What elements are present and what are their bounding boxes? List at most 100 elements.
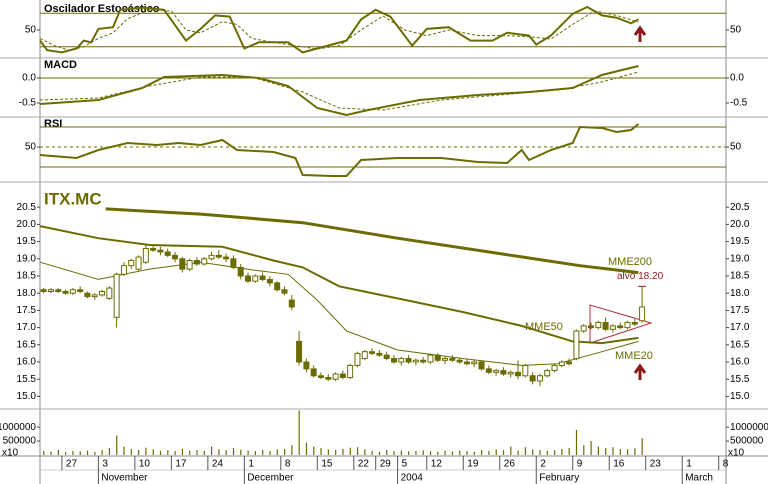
volume-bar — [437, 451, 439, 455]
volume-bar — [524, 447, 527, 455]
volume-bar — [378, 451, 381, 455]
volume-bar — [466, 451, 468, 455]
volume-bar — [101, 450, 103, 455]
candle-body — [485, 368, 492, 373]
volume-bar — [583, 445, 585, 455]
candle-body — [442, 358, 449, 361]
y-tick-label: 18.0 — [730, 288, 750, 299]
candle-body — [99, 290, 106, 296]
candle-body — [310, 368, 317, 377]
candle-body — [369, 351, 376, 354]
arrow-up — [633, 25, 647, 42]
volume-bar — [43, 450, 45, 455]
y-tick-label: 17.0 — [17, 322, 37, 333]
y-tick-label: 15.0 — [17, 391, 37, 402]
candle-body — [617, 325, 624, 329]
candle-body — [544, 370, 551, 377]
volume-bar — [451, 451, 454, 455]
volume-bar — [641, 438, 643, 455]
candle-body — [179, 258, 186, 270]
y-tick-label: 18.5 — [730, 271, 750, 282]
y-tick-label: 50 — [25, 25, 37, 36]
volume-bar — [546, 450, 548, 455]
month-label: December — [247, 473, 294, 484]
candle-body — [595, 321, 602, 329]
x-tick-label: 22 — [358, 459, 370, 470]
y-tick-label: 20.0 — [730, 219, 750, 230]
y-tick-label: 50 — [730, 142, 742, 153]
volume-bar — [167, 450, 169, 455]
series-label: MME50 — [525, 321, 563, 333]
month-label: 2004 — [401, 473, 424, 484]
volume-bar — [393, 451, 395, 455]
indicator-line — [39, 71, 639, 111]
x-tick-label: 29 — [380, 459, 392, 470]
candle-body — [164, 251, 171, 256]
y-tick-label: -0.5 — [19, 98, 37, 109]
candle-body — [201, 258, 208, 265]
candle-body — [398, 358, 405, 363]
triangle-pattern — [589, 304, 653, 344]
y-tick-label: 19.5 — [17, 236, 37, 247]
unit-note: x10 — [2, 448, 19, 459]
candle-body — [390, 358, 397, 363]
volume-bar — [313, 446, 315, 455]
candle-body — [91, 294, 98, 298]
series-label: MME20 — [615, 350, 653, 362]
y-tick-label: 16.0 — [17, 357, 37, 368]
volume-bar — [240, 449, 242, 455]
y-tick-label: 17.0 — [730, 322, 750, 333]
volume-bar — [597, 446, 599, 455]
volume-bar — [605, 448, 607, 455]
volume-bar — [481, 449, 483, 455]
volume-bar — [473, 451, 475, 455]
y-tick-label: 17.5 — [730, 305, 750, 316]
candle-body — [113, 273, 120, 318]
x-tick-label: 17 — [175, 459, 187, 470]
volume-bar — [145, 447, 147, 455]
y-tick-label: 50 — [25, 142, 37, 153]
volume-bar — [349, 447, 351, 455]
volume-bar — [232, 448, 235, 455]
y-tick-label: -0.5 — [730, 98, 748, 109]
candle-body — [120, 265, 127, 275]
y-tick-label: 15.0 — [730, 391, 750, 402]
candle-body — [150, 247, 157, 251]
y-tick-label: 1000000 — [0, 422, 36, 433]
x-tick-label: 27 — [66, 459, 78, 470]
unit-note: x10 — [728, 448, 745, 459]
candle-body — [186, 260, 193, 270]
volume-bar — [320, 448, 322, 455]
candle-body — [522, 364, 529, 377]
y-tick-label: 0.0 — [730, 73, 744, 84]
volume-bar — [130, 448, 132, 455]
volume-bar — [619, 448, 621, 455]
y-tick-label: 500000 — [730, 436, 764, 447]
volume-bar — [181, 448, 184, 455]
candle-body — [135, 256, 142, 270]
x-tick-label: 1 — [248, 459, 254, 470]
y-tick-label: 20.0 — [17, 219, 37, 230]
panel-title: ITX.MC — [44, 189, 102, 208]
x-tick-label: 2 — [540, 459, 546, 470]
volume-bar — [554, 450, 556, 455]
candle-body — [244, 275, 251, 282]
indicator-line — [105, 207, 639, 275]
volume-bar — [123, 446, 125, 455]
volume-bar — [247, 450, 249, 455]
candle-body — [106, 287, 113, 299]
candle-body — [507, 371, 514, 375]
volume-bar — [612, 447, 614, 455]
candle-body — [62, 290, 69, 294]
candle-body — [303, 361, 310, 370]
y-tick-label: 19.0 — [17, 253, 37, 264]
y-tick-label: 0.0 — [22, 73, 36, 84]
volume-bar — [327, 449, 329, 455]
volume-bar — [291, 445, 293, 455]
indicator-line — [39, 65, 639, 117]
volume-bar — [568, 448, 570, 455]
panel-title: RSI — [44, 118, 62, 130]
candle-body — [77, 289, 84, 292]
